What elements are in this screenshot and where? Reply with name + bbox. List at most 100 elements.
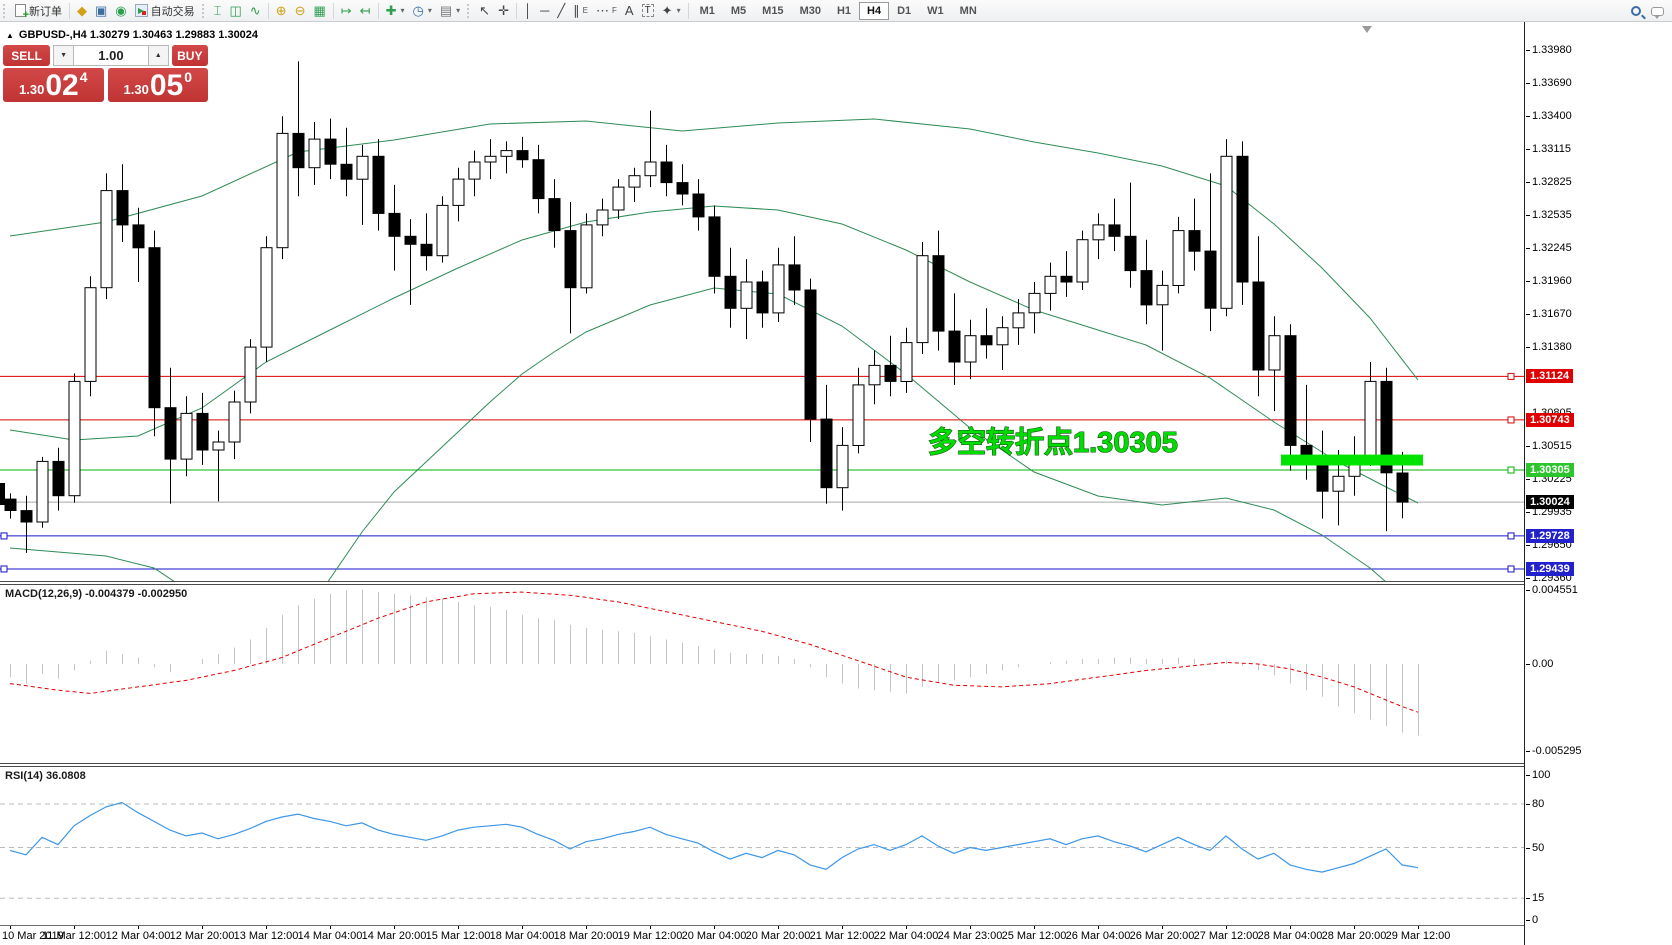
cursor-icon: ↖ (479, 3, 491, 18)
signals-button[interactable]: ◉ (111, 1, 130, 21)
chevron-down-icon: ▾ (400, 6, 405, 15)
volume-input[interactable] (73, 45, 148, 66)
rsi-pane[interactable] (0, 766, 1524, 925)
hline-handle[interactable] (1507, 416, 1515, 424)
candle-body (532, 159, 545, 200)
macd-scale-label: 0.004551 (1526, 584, 1578, 596)
hline-price-label: 1.30743 (1526, 412, 1574, 427)
text-button[interactable]: A (621, 1, 638, 21)
candlestick-chart-button[interactable]: ◫ (225, 1, 245, 21)
candle-body (164, 407, 177, 460)
new-order-button[interactable]: 新订单 (11, 1, 66, 21)
chart-shift-icon: ↤ (359, 3, 371, 18)
timeframe-d1[interactable]: D1 (897, 4, 912, 17)
text-label-icon: T (641, 4, 654, 17)
candle-body (1380, 380, 1393, 474)
metaeditor-button[interactable]: ◆ (73, 1, 91, 21)
time-axis-label: 25 Mar 12:00 (1001, 930, 1067, 942)
timeframe-m5[interactable]: M5 (730, 4, 747, 17)
timeframe-m15[interactable]: M15 (762, 4, 784, 17)
buy-price-button[interactable]: 1.30 05 0 (107, 68, 208, 102)
candle-body (1060, 275, 1073, 283)
terminal-icon: ▣ (95, 3, 108, 18)
hline-handle[interactable] (1507, 372, 1515, 380)
crosshair-button[interactable]: ✛ (494, 1, 513, 21)
annotation-bar[interactable] (1281, 454, 1423, 466)
search-icon[interactable] (1631, 6, 1641, 16)
terminal-button[interactable]: ▣ (91, 1, 111, 21)
time-axis-label: 26 Mar 20:00 (1129, 930, 1195, 942)
templates-dropdown[interactable]: ▤ ▾ (436, 1, 464, 21)
line-chart-button[interactable]: ∿ (246, 1, 265, 21)
candle-body (772, 264, 785, 314)
candle-body (148, 247, 161, 409)
fibonacci-button[interactable]: ⋯ F (596, 3, 617, 18)
shapes-dropdown[interactable]: ✦ ▾ (658, 1, 685, 21)
rsi-scale-label: 100 (1525, 769, 1551, 781)
chat-icon[interactable] (1651, 6, 1664, 19)
candle-body (1220, 155, 1233, 309)
hline-handle[interactable] (1507, 565, 1515, 573)
time-axis-label: 11 Mar 12:00 (41, 930, 107, 942)
time-axis-label: 28 Mar 20:00 (1321, 930, 1387, 942)
equidistant-channel-button[interactable]: ∥ E (573, 3, 588, 18)
auto-scroll-button[interactable]: ↦ (337, 1, 356, 21)
candle-body (356, 155, 369, 180)
sell-button[interactable]: SELL (3, 45, 51, 66)
bar-chart-button[interactable]: ⌶ (210, 1, 226, 21)
autotrading-button[interactable]: 自动交易 (131, 1, 199, 21)
sell-price-button[interactable]: 1.30 02 4 (3, 68, 104, 102)
hline-handle[interactable] (0, 565, 8, 573)
candle-body (980, 335, 993, 346)
price-tick-label: 1.33400 (1526, 110, 1572, 123)
candle-body (564, 230, 577, 289)
timeframe-h1[interactable]: H1 (836, 4, 852, 17)
candle-body (452, 178, 465, 206)
timeframe-m30[interactable]: M30 (799, 4, 821, 17)
candle-body (1108, 224, 1121, 237)
annotation-text[interactable]: 多空转折点1.30305 (927, 424, 1178, 459)
buy-button[interactable]: BUY (171, 45, 208, 66)
time-axis-label: 13 Mar 12:00 (233, 930, 299, 942)
time-tick (842, 926, 843, 929)
candle-body (52, 460, 65, 497)
candle-body (1268, 335, 1281, 371)
timeframe-m1[interactable]: M1 (699, 4, 715, 17)
time-axis[interactable]: 10 Mar 2019 11 Mar 12:00 12 Mar 04:00 12 Ma… (0, 926, 1524, 945)
candle-body (196, 412, 209, 451)
volume-decrease-button[interactable]: ▼ (53, 45, 74, 66)
timeframe-mn[interactable]: MN (959, 4, 977, 17)
timeframe-w1[interactable]: W1 (927, 4, 944, 17)
hline-handle[interactable] (0, 532, 8, 540)
text-label-button[interactable]: T (638, 1, 658, 21)
macd-pane[interactable] (0, 584, 1524, 763)
trendline-button[interactable]: ╱ (553, 1, 569, 21)
cursor-button[interactable]: ↖ (475, 1, 494, 21)
pane-separator[interactable] (0, 763, 1524, 767)
timeframe-h4[interactable]: H4 (859, 1, 890, 20)
price-scale[interactable]: 1.33980 1.33690 1.33400 1.33115 1.32825 1.325… (1524, 22, 1672, 945)
tile-windows-button[interactable]: ▦ (309, 1, 329, 21)
macd-indicator-label: MACD(12,26,9) -0.004379 -0.002950 (5, 588, 188, 600)
horizontal-line-button[interactable]: ─ (536, 1, 553, 21)
candle-body (228, 401, 241, 443)
chart-shift-button[interactable]: ↤ (356, 1, 375, 21)
candle-body (212, 441, 225, 451)
periods-icon: ◷ (412, 3, 424, 18)
zoom-in-button[interactable]: ⊕ (272, 1, 291, 21)
collapse-arrow-icon[interactable]: ▲ (6, 30, 14, 40)
candle-body (436, 204, 449, 257)
time-tick (1418, 926, 1419, 929)
price-pane[interactable]: 多空转折点1.30305 (0, 22, 1524, 581)
candle-body (468, 161, 481, 180)
pane-separator[interactable] (0, 581, 1524, 585)
candle-body (1284, 335, 1297, 446)
indicators-dropdown[interactable]: ✚ ▾ (382, 1, 409, 21)
vertical-line-button[interactable]: │ (520, 1, 536, 21)
volume-increase-button[interactable]: ▲ (147, 45, 169, 66)
zoom-out-button[interactable]: ⊖ (291, 1, 310, 21)
hline-handle[interactable] (1507, 532, 1515, 540)
time-tick (266, 926, 267, 929)
hline-handle[interactable] (1507, 466, 1515, 474)
periods-dropdown[interactable]: ◷ ▾ (409, 1, 436, 21)
